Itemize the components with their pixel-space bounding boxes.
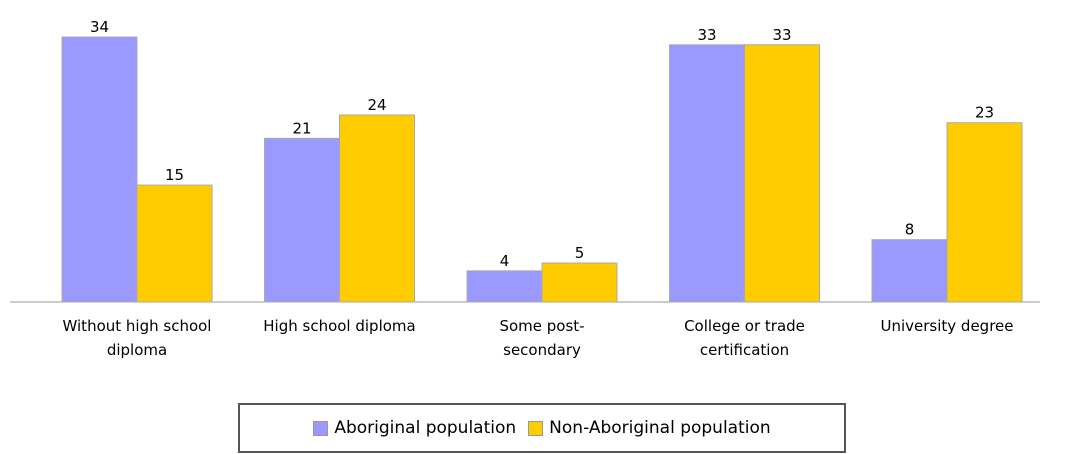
legend-swatch	[313, 420, 329, 436]
legend-item: Non-Aboriginal population	[528, 418, 771, 438]
x-tick-label: College or trade certification	[684, 317, 805, 359]
bar	[339, 114, 415, 303]
bar	[871, 239, 948, 303]
bar	[264, 137, 340, 303]
data-label: 8	[905, 221, 915, 239]
bar	[466, 270, 543, 303]
legend-label: Non-Aboriginal population	[549, 418, 771, 438]
legend-swatch	[528, 420, 544, 436]
data-label: 24	[367, 96, 386, 114]
bar	[541, 262, 618, 303]
bar	[669, 44, 745, 303]
x-tick-label: High school diploma	[263, 317, 416, 335]
data-label: 34	[90, 18, 109, 36]
bar	[61, 36, 138, 303]
legend-label: Aboriginal population	[334, 418, 517, 438]
x-tick-label: Without high school diploma	[62, 317, 212, 359]
bar	[136, 184, 213, 303]
data-label: 15	[165, 166, 184, 184]
chart: 34 21 4 33 8 15 24 5 33 23	[10, 18, 1040, 303]
data-label: 33	[772, 26, 791, 44]
x-tick-label: Some post-secondary	[499, 317, 585, 359]
data-label: 23	[975, 104, 994, 122]
data-label: 33	[697, 26, 716, 44]
legend: Aboriginal population Non-Aboriginal popu…	[238, 403, 846, 453]
bar	[946, 122, 1023, 303]
data-label: 4	[500, 252, 510, 270]
bar	[744, 44, 820, 303]
legend-item: Aboriginal population	[313, 418, 516, 438]
data-label: 5	[575, 244, 585, 262]
data-label: 21	[292, 119, 311, 137]
x-tick-label: University degree	[880, 317, 1014, 335]
